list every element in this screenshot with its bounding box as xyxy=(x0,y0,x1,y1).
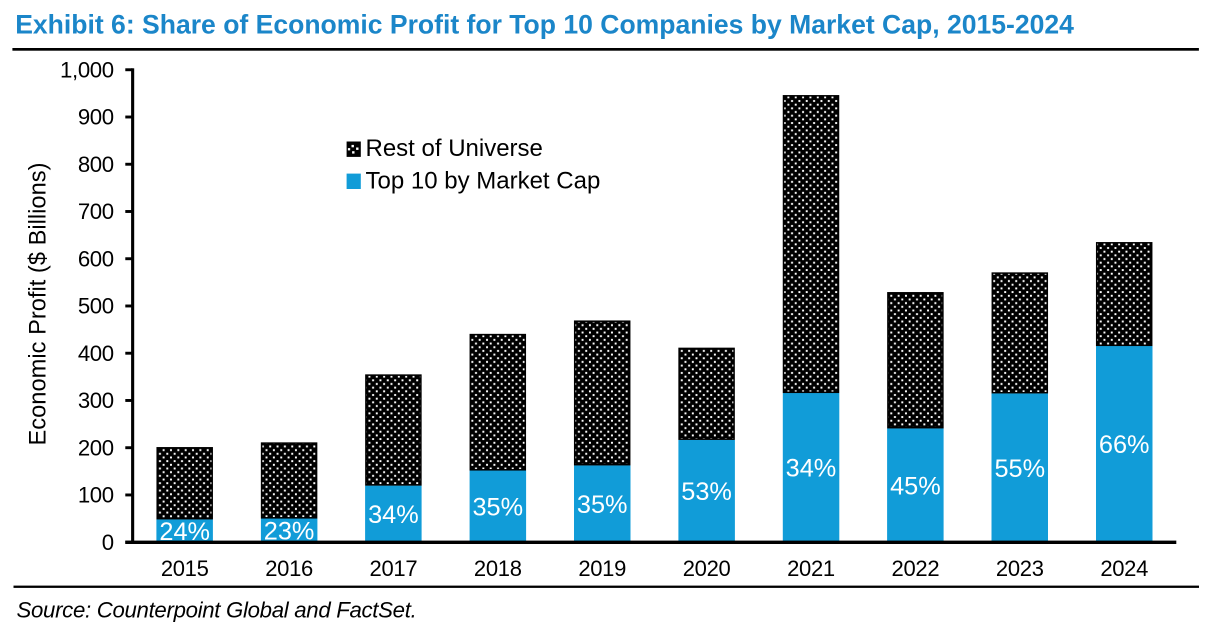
svg-text:45%: 45% xyxy=(890,472,941,500)
svg-text:2019: 2019 xyxy=(578,556,626,581)
svg-text:55%: 55% xyxy=(994,455,1045,483)
svg-text:2023: 2023 xyxy=(996,556,1044,581)
svg-text:Source: Counterpoint Global an: Source: Counterpoint Global and FactSet. xyxy=(17,598,417,623)
svg-text:Economic Profit ($ Billions): Economic Profit ($ Billions) xyxy=(26,162,52,445)
svg-text:100: 100 xyxy=(78,483,114,508)
svg-text:35%: 35% xyxy=(577,491,628,519)
svg-text:2024: 2024 xyxy=(1100,556,1148,581)
svg-text:300: 300 xyxy=(78,388,114,413)
svg-text:900: 900 xyxy=(78,105,114,130)
svg-text:2021: 2021 xyxy=(787,556,835,581)
svg-text:1,000: 1,000 xyxy=(60,57,114,82)
svg-text:53%: 53% xyxy=(681,478,732,506)
svg-text:200: 200 xyxy=(78,435,114,460)
svg-text:0: 0 xyxy=(102,530,114,555)
svg-text:35%: 35% xyxy=(472,494,523,522)
svg-text:23%: 23% xyxy=(264,518,315,546)
svg-text:2020: 2020 xyxy=(683,556,731,581)
svg-text:Exhibit 6: Share of Economic P: Exhibit 6: Share of Economic Profit for … xyxy=(15,9,1074,39)
svg-text:66%: 66% xyxy=(1099,431,1150,459)
svg-text:2015: 2015 xyxy=(161,556,209,581)
svg-text:2022: 2022 xyxy=(892,556,940,581)
svg-text:600: 600 xyxy=(78,246,114,271)
svg-text:2017: 2017 xyxy=(370,556,418,581)
svg-text:Rest of Universe: Rest of Universe xyxy=(366,135,543,162)
svg-text:800: 800 xyxy=(78,152,114,177)
svg-text:Top 10 by Market Cap: Top 10 by Market Cap xyxy=(366,168,601,195)
svg-text:400: 400 xyxy=(78,341,114,366)
svg-text:34%: 34% xyxy=(368,501,419,529)
svg-text:500: 500 xyxy=(78,294,114,319)
svg-text:2016: 2016 xyxy=(265,556,313,581)
svg-text:24%: 24% xyxy=(159,518,210,546)
svg-text:34%: 34% xyxy=(786,455,837,483)
svg-text:700: 700 xyxy=(78,199,114,224)
svg-text:2018: 2018 xyxy=(474,556,522,581)
